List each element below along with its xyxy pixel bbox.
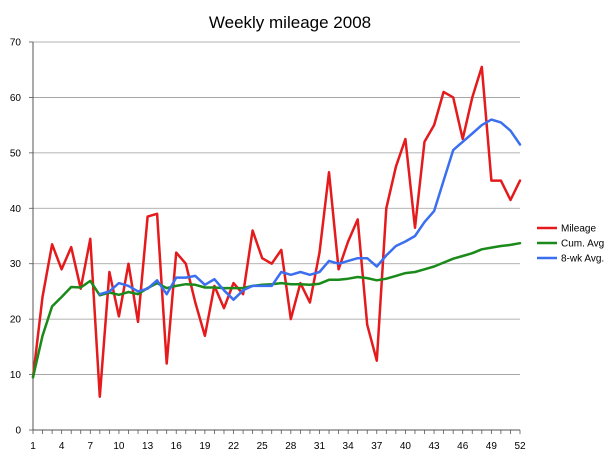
gridlines bbox=[33, 41, 520, 375]
x-tick-label-1: 1 bbox=[30, 441, 36, 452]
x-tick-label-4: 4 bbox=[59, 441, 65, 452]
x-tick-label-25: 25 bbox=[257, 441, 269, 452]
y-tick-label-40: 40 bbox=[10, 204, 22, 215]
x-tick-label-16: 16 bbox=[171, 441, 183, 452]
chart-title: Weekly mileage 2008 bbox=[209, 13, 371, 32]
x-tick-label-31: 31 bbox=[314, 441, 326, 452]
y-tick-label-10: 10 bbox=[10, 370, 22, 381]
y-tick-label-20: 20 bbox=[10, 315, 22, 326]
x-tick-label-28: 28 bbox=[285, 441, 297, 452]
x-tick-label-52: 52 bbox=[514, 441, 526, 452]
x-tick-label-13: 13 bbox=[142, 441, 154, 452]
x-tick-label-22: 22 bbox=[228, 441, 240, 452]
series-line-0 bbox=[31, 65, 522, 398]
x-tick-label-37: 37 bbox=[371, 441, 383, 452]
legend: Mileage Cum. Avg 8-wk Avg. bbox=[537, 224, 604, 265]
x-tick-label-49: 49 bbox=[486, 441, 498, 452]
axes: 0 10 20 30 40 50 60 70 1 4 7 10 13 16 19 22 25 28 31 34 37 40… bbox=[10, 38, 526, 453]
series-line-1 bbox=[31, 241, 522, 379]
y-tick-label-50: 50 bbox=[10, 148, 22, 159]
y-tick-label-60: 60 bbox=[10, 93, 22, 104]
x-tick-label-34: 34 bbox=[343, 441, 355, 452]
x-tick-label-19: 19 bbox=[199, 441, 211, 452]
x-tick-label-43: 43 bbox=[428, 441, 440, 452]
legend-label-1: Cum. Avg bbox=[561, 239, 604, 250]
series-line-2 bbox=[98, 118, 522, 301]
y-tick-label-70: 70 bbox=[10, 38, 22, 49]
legend-label-0: Mileage bbox=[561, 224, 596, 235]
legend-label-2: 8-wk Avg. bbox=[561, 254, 604, 265]
series-lines bbox=[31, 65, 522, 398]
x-tick-label-7: 7 bbox=[88, 441, 94, 452]
y-tick-label-30: 30 bbox=[10, 259, 22, 270]
x-tick-label-46: 46 bbox=[457, 441, 469, 452]
x-tick-label-40: 40 bbox=[400, 441, 412, 452]
y-tick-label-0: 0 bbox=[15, 426, 21, 437]
x-tick-label-10: 10 bbox=[113, 441, 125, 452]
